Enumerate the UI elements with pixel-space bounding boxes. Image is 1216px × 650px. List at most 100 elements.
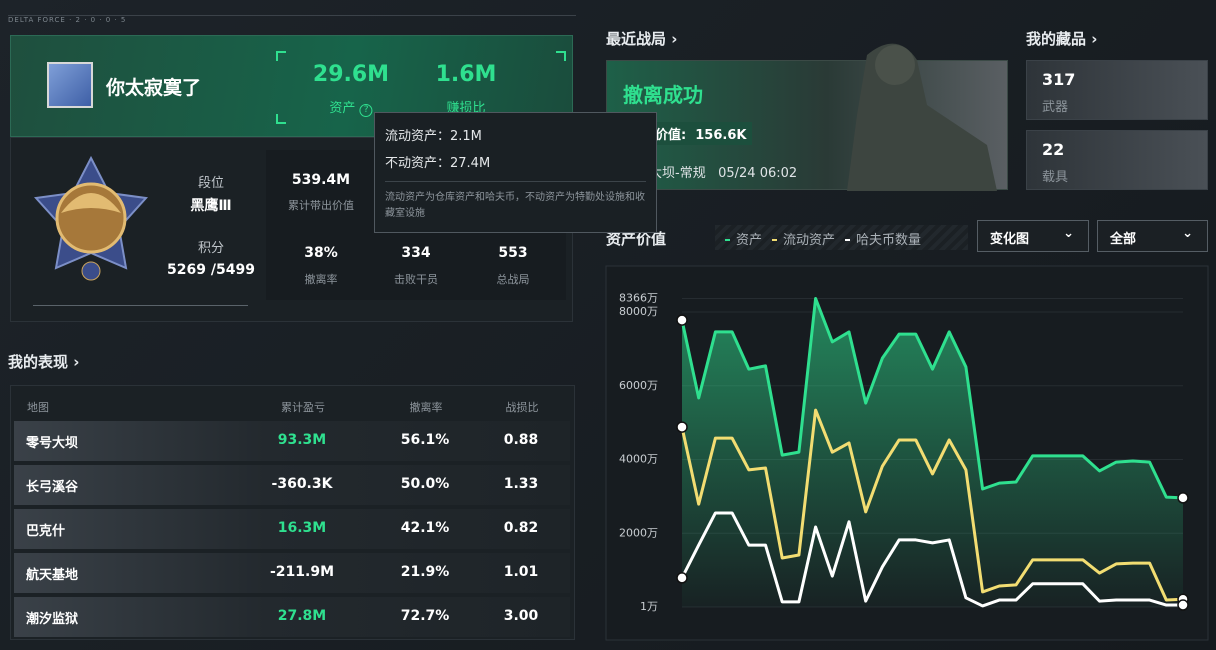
stat-value: 334: [401, 245, 431, 261]
item-count: 22: [1042, 140, 1065, 159]
end-point: [1177, 492, 1189, 504]
assets-label-text: 资产: [329, 101, 356, 116]
cell-value: 56.1%: [400, 432, 450, 448]
rank-value: 黑鹰Ⅲ: [190, 198, 232, 214]
chevron: ⌄: [1182, 226, 1193, 241]
points-value: 5269 /5499: [167, 262, 255, 278]
help-icon[interactable]: ?: [359, 104, 373, 117]
points-label: 积分: [197, 241, 225, 256]
end-point: [676, 572, 688, 584]
legend: 资产 流动资产 哈夫币数量: [715, 225, 968, 250]
y-tick-label: 8000万: [619, 305, 658, 318]
dropdown-text: 变化图: [990, 232, 1030, 247]
cell-value: 93.3M: [277, 432, 327, 448]
rank-label: 段位: [197, 176, 225, 191]
dropdown-text: 全部: [1110, 232, 1137, 247]
table-row[interactable]: 零号大坝 93.3M 56.1% 0.88: [14, 421, 570, 461]
cell-value: -360.3K: [271, 476, 333, 492]
cell-value: -211.9M: [269, 564, 335, 580]
stat-label: 总战局: [496, 273, 530, 286]
stat-label: 累计带出价值: [288, 199, 354, 212]
recent-match-card[interactable]: 撤离成功 带出价值: 156.6K 零号大坝-常规 05/24 06:02: [606, 43, 1008, 191]
cell-value: 27.8M: [277, 608, 327, 624]
y-tick-label: 1万: [640, 600, 658, 613]
map-name: 巴克什: [26, 524, 66, 539]
value-text: 156.6K: [695, 128, 747, 143]
column-header: 撤离率: [409, 401, 443, 414]
collection-item[interactable]: 317 武器: [1026, 60, 1208, 120]
column-header: 地图: [27, 401, 49, 414]
assets-value: 29.6M: [312, 62, 390, 87]
title-text: 我的藏品: [1026, 30, 1087, 48]
map-name: 零号大坝: [26, 436, 79, 451]
y-tick-label: 6000万: [619, 379, 658, 392]
dropdown[interactable]: 变化图 ⌄: [977, 220, 1089, 252]
item-label: 武器: [1042, 100, 1069, 115]
section-title[interactable]: 我的表现 ›: [8, 353, 80, 371]
match-result: 撤离成功: [623, 83, 703, 107]
time: 05/24 06:02: [718, 166, 798, 181]
tooltip: 流动资产：2.1M 不动资产：27.4M 流动资产为仓库资产和哈夫币，不动资产为…: [374, 112, 657, 233]
assets-label: 资产 ?: [329, 97, 373, 117]
brand: DELTA FORCE · 2 · 0 · 0 · 5: [8, 15, 576, 27]
player-name: 你太寂寞了: [106, 77, 202, 99]
stat-value: 553: [498, 245, 528, 261]
cell-value: 0.88: [503, 432, 539, 448]
cell-value: 72.7%: [400, 608, 450, 624]
chart-title: 资产价值: [606, 230, 667, 248]
chevron: ⌄: [1063, 226, 1074, 241]
legend-swatch: [772, 239, 778, 241]
profit-value: 1.6M: [435, 62, 497, 87]
map-name: 潮汐监狱: [26, 612, 79, 627]
tooltip-note: 流动资产为仓库资产和哈夫币，不动资产为特勤处设施和收藏室设施: [385, 181, 646, 222]
table-row[interactable]: 长弓溪谷 -360.3K 50.0% 1.33: [14, 465, 570, 505]
table-row[interactable]: 潮汐监狱 27.8M 72.7% 3.00: [14, 597, 570, 637]
tooltip-liquid: 流动资产：2.1M: [385, 129, 482, 144]
end-point: [676, 314, 688, 326]
medal: [33, 155, 149, 281]
title-text: 最近战局: [606, 30, 667, 48]
legend-item: 资产: [725, 233, 762, 248]
cell-value: 3.00: [503, 608, 539, 624]
legend-swatch: [845, 239, 851, 241]
column-header: 累计盈亏: [281, 401, 325, 414]
section-title[interactable]: 最近战局 ›: [606, 30, 678, 48]
map-name: 航天基地: [26, 568, 79, 583]
dropdown[interactable]: 全部 ⌄: [1097, 220, 1208, 252]
table-row[interactable]: 巴克什 16.3M 42.1% 0.82: [14, 509, 570, 549]
column-header: 战损比: [505, 401, 539, 414]
legend-item: 哈夫币数量: [845, 233, 921, 248]
profile-card: 你太寂寞了 29.6M 资产 ? 1.6M 赚损比: [10, 35, 573, 137]
cell-value: 1.01: [503, 564, 539, 580]
stat-label: 击败干员: [394, 273, 438, 286]
series-line: [680, 297, 1184, 500]
cell-value: 16.3M: [277, 520, 327, 536]
cell-value: 1.33: [503, 476, 539, 492]
map-name: 长弓溪谷: [26, 480, 79, 495]
stat-value: 38%: [304, 245, 338, 261]
y-tick-label: 4000万: [619, 453, 658, 466]
y-tick-label: 8366万: [619, 292, 658, 305]
cell-value: 42.1%: [400, 520, 450, 536]
legend-item: 流动资产: [772, 233, 835, 248]
operator-art: [847, 43, 997, 191]
avatar: [47, 62, 93, 108]
section-title[interactable]: 我的藏品 ›: [1026, 30, 1098, 48]
stat-label: 撤离率: [304, 273, 338, 286]
legend-label: 资产: [736, 233, 763, 248]
legend-swatch: [725, 239, 730, 241]
item-count: 317: [1042, 70, 1076, 89]
cell-value: 0.82: [503, 520, 539, 536]
legend-label: 哈夫币数量: [856, 233, 922, 248]
title-text: 我的表现: [8, 353, 69, 371]
stat-value: 539.4M: [291, 172, 351, 188]
item-label: 载具: [1042, 170, 1069, 185]
table-row[interactable]: 航天基地 -211.9M 21.9% 1.01: [14, 553, 570, 593]
collection-item[interactable]: 22 载具: [1026, 130, 1208, 190]
divider: [33, 305, 248, 306]
end-point: [676, 421, 688, 433]
cell-value: 50.0%: [400, 476, 450, 492]
end-point: [1177, 599, 1189, 611]
